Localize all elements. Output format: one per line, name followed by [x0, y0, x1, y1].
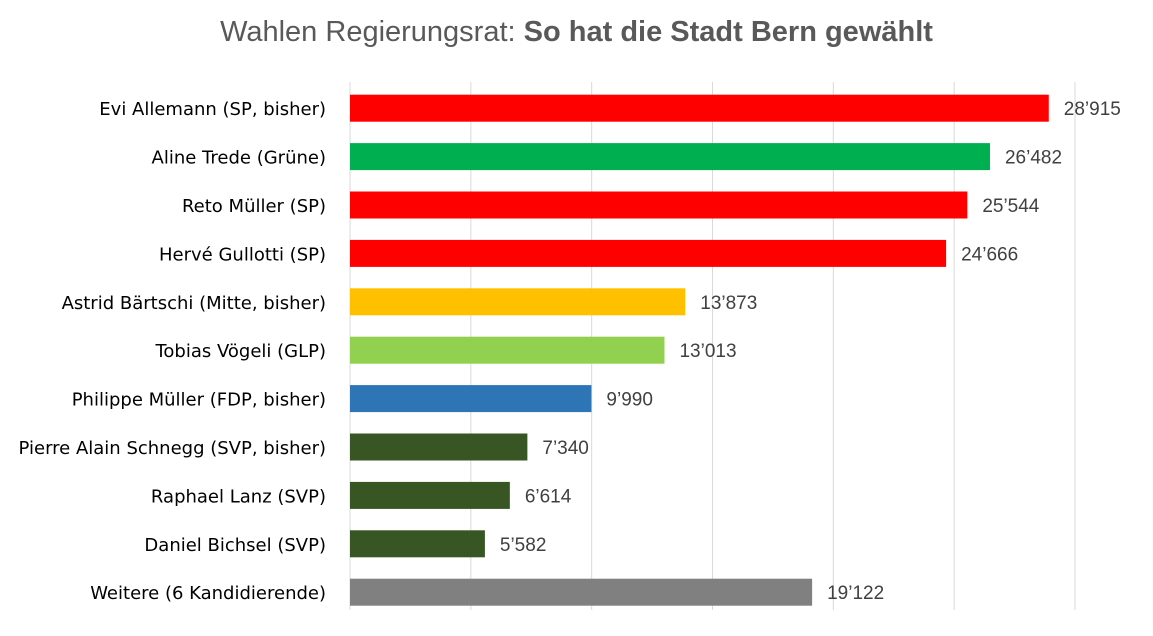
labels: Evi Allemann (SP, bisher) 28’915 Aline Tre… [19, 99, 1121, 604]
value-label: 19’122 [827, 583, 884, 604]
category-label: Astrid Bärtschi (Mitte, bisher) [62, 293, 326, 314]
chart-title-bold: So hat die Stadt Bern gewählt [523, 16, 933, 48]
bar [350, 385, 592, 413]
value-label: 9’990 [606, 390, 653, 411]
value-label: 28’915 [1064, 99, 1121, 120]
bar [350, 530, 485, 558]
category-label: Evi Allemann (SP, bisher) [99, 99, 326, 120]
category-label: Weitere (6 Kandidierende) [90, 583, 326, 604]
category-label: Hervé Gullotti (SP) [159, 244, 326, 265]
value-label: 7’340 [542, 438, 589, 459]
value-label: 6’614 [525, 486, 572, 507]
category-label: Pierre Alain Schnegg (SVP, bisher) [19, 438, 326, 459]
bar [350, 239, 947, 267]
bars [350, 94, 1049, 606]
category-label: Philippe Müller (FDP, bisher) [72, 390, 326, 411]
bar [350, 288, 686, 316]
chart-title-regular: Wahlen Regierungsrat: [220, 16, 524, 48]
value-label: 13’013 [679, 341, 736, 362]
chart-title: Wahlen Regierungsrat: So hat die Stadt B… [0, 16, 1153, 49]
category-label: Reto Müller (SP) [182, 196, 326, 217]
category-label: Tobias Vögeli (GLP) [154, 341, 326, 362]
category-label: Aline Trede (Grüne) [152, 148, 326, 169]
category-label: Raphael Lanz (SVP) [151, 486, 326, 507]
bar [350, 481, 510, 509]
category-label: Daniel Bichsel (SVP) [144, 535, 326, 556]
value-label: 5’582 [500, 535, 546, 556]
value-label: 25’544 [982, 196, 1039, 217]
bar [350, 433, 528, 461]
bar [350, 94, 1049, 122]
bar [350, 336, 665, 364]
value-label: 24’666 [961, 244, 1018, 265]
value-label: 26’482 [1005, 148, 1062, 169]
bar [350, 191, 968, 219]
bar [350, 143, 990, 171]
bar [350, 578, 813, 606]
value-label: 13’873 [700, 293, 757, 314]
